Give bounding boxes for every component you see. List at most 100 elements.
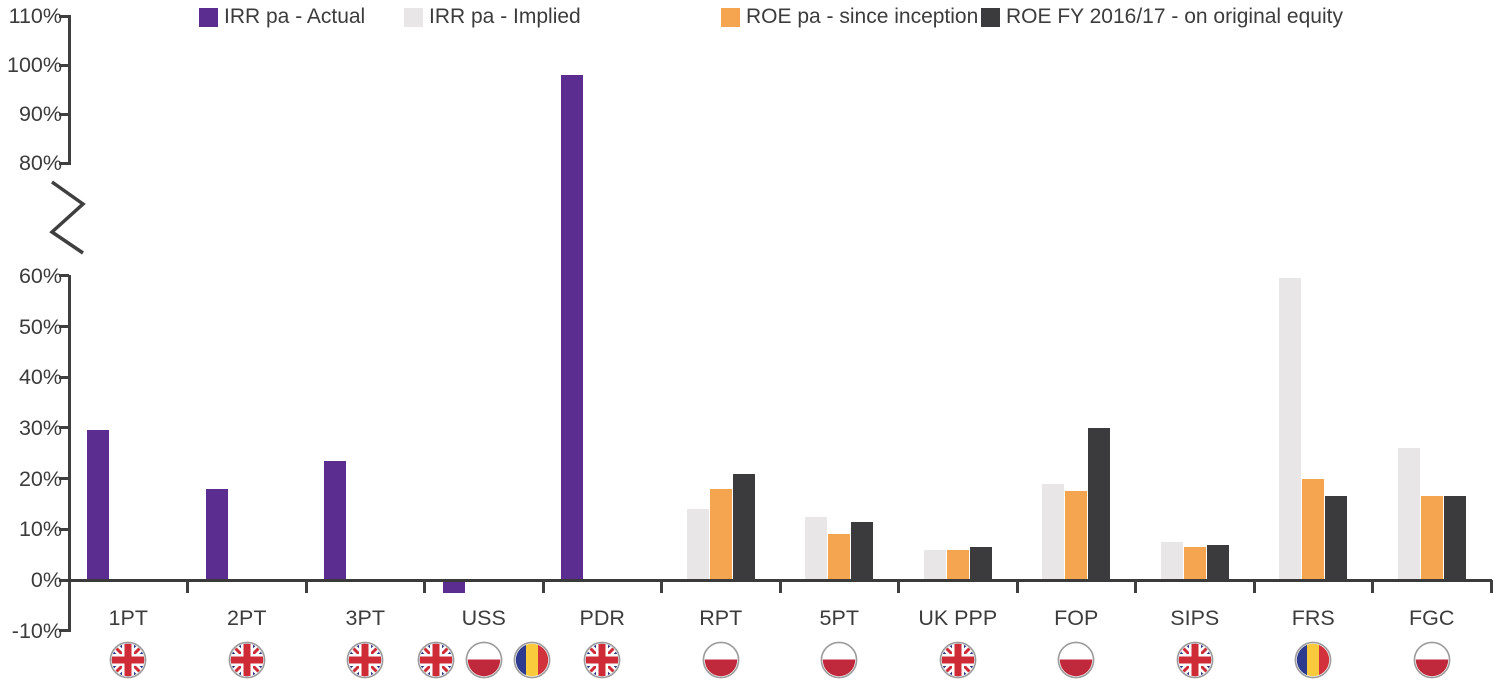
x-axis-tick xyxy=(1252,580,1256,593)
flag-pl-icon xyxy=(820,641,858,679)
bar-irr-pa-implied-sips xyxy=(1160,542,1183,580)
x-axis-category-label: USS xyxy=(461,606,506,630)
y-axis-tick xyxy=(59,274,69,278)
y-axis-tick xyxy=(59,578,69,582)
bar-irr-pa-actual-pdr xyxy=(561,74,584,580)
legend-label: ROE FY 2016/17 - on original equity xyxy=(1006,5,1343,28)
bar-irr-pa-implied-fop xyxy=(1042,483,1065,580)
x-axis-tick xyxy=(1371,580,1374,593)
y-axis-tick xyxy=(59,112,69,116)
flag-pl-icon xyxy=(1057,641,1095,679)
legend-swatch xyxy=(199,7,218,27)
x-axis-tick xyxy=(1134,580,1137,593)
x-axis-category-label: UK PPP xyxy=(918,606,998,630)
y-axis-tick-label: 20% xyxy=(18,466,62,491)
x-axis-category-label: FRS xyxy=(1291,606,1335,630)
y-axis-tick-label: 50% xyxy=(18,314,62,339)
flag-uk-icon xyxy=(109,641,147,679)
legend-label: IRR pa - Actual xyxy=(224,5,366,28)
y-axis-tick-label: 90% xyxy=(18,102,62,126)
bar-irr-pa-actual-1pt xyxy=(87,430,110,580)
y-axis-tick xyxy=(59,527,69,531)
x-axis-tick xyxy=(1015,580,1019,593)
flag-ro-icon xyxy=(1294,641,1332,679)
y-axis-tick-label: 30% xyxy=(18,415,62,440)
legend-item: ROE FY 2016/17 - on original equity xyxy=(981,4,1343,30)
y-axis-lower-segment xyxy=(68,274,71,632)
x-axis-tick xyxy=(423,580,426,593)
bar-roe-pa-since-inception-5pt xyxy=(828,534,851,580)
y-axis-tick-label: 40% xyxy=(18,365,62,390)
x-axis-category-label: SIPS xyxy=(1170,606,1220,630)
bar-irr-pa-actual-3pt xyxy=(324,460,347,580)
bar-irr-pa-implied-uk-ppp xyxy=(923,549,946,580)
y-axis-tick-label: 100% xyxy=(7,53,62,77)
flag-ro-icon xyxy=(513,641,551,679)
bar-irr-pa-actual-2pt xyxy=(205,488,228,580)
axis-break-icon xyxy=(45,175,95,260)
bar-irr-pa-implied-5pt xyxy=(805,516,828,580)
legend-swatch xyxy=(404,7,423,27)
bar-roe-fy-2016-17-on-original-equity-fop xyxy=(1088,427,1111,580)
x-axis-tick xyxy=(897,580,900,593)
y-axis-tick-label: -10% xyxy=(11,618,62,643)
x-axis-category-label: 3PT xyxy=(345,606,385,630)
y-axis-tick-label: 0% xyxy=(30,568,62,592)
legend-item: IRR pa - Implied xyxy=(404,4,581,30)
flag-uk-icon xyxy=(939,641,977,679)
x-axis-tick xyxy=(660,580,663,593)
y-axis-tick xyxy=(59,426,69,430)
bar-roe-pa-since-inception-fop xyxy=(1065,491,1088,580)
flag-pl-icon xyxy=(465,641,503,679)
bar-roe-pa-since-inception-rpt xyxy=(709,488,732,580)
x-axis-tick xyxy=(778,580,782,593)
x-axis-category-label: FGC xyxy=(1409,606,1455,630)
x-axis-category-label: FOP xyxy=(1054,606,1099,630)
x-axis-category-label: 1PT xyxy=(108,606,148,630)
bar-irr-pa-implied-rpt xyxy=(686,509,709,580)
x-axis-category-label: PDR xyxy=(579,606,625,630)
flag-uk-icon xyxy=(228,641,266,679)
legend-swatch xyxy=(981,7,1000,27)
y-axis-tick-label: 60% xyxy=(18,263,62,288)
bar-roe-pa-since-inception-sips xyxy=(1183,547,1206,580)
y-axis-tick-label: 110% xyxy=(8,4,62,28)
bar-roe-pa-since-inception-fgc xyxy=(1420,496,1443,580)
y-axis-upper-segment xyxy=(68,15,71,165)
flag-uk-icon xyxy=(346,641,384,679)
x-axis-tick xyxy=(186,580,189,593)
bar-irr-pa-actual-uss xyxy=(442,580,465,593)
bar-roe-fy-2016-17-on-original-equity-rpt xyxy=(732,473,755,580)
y-axis-tick xyxy=(59,375,69,379)
x-axis-category-label: RPT xyxy=(699,606,743,630)
bar-roe-fy-2016-17-on-original-equity-uk-ppp xyxy=(969,547,992,580)
y-axis-tick xyxy=(59,14,69,18)
y-axis-tick xyxy=(59,63,69,67)
legend-item: IRR pa - Actual xyxy=(199,4,365,30)
flag-uk-icon xyxy=(583,641,621,679)
flag-uk-icon xyxy=(1176,641,1214,679)
flag-pl-icon xyxy=(1413,641,1451,679)
flag-pl-icon xyxy=(702,641,740,679)
x-axis-tick xyxy=(304,580,308,593)
y-axis-tick-label: 10% xyxy=(18,517,62,542)
legend-item: ROE pa - since inception xyxy=(721,4,978,30)
bar-roe-pa-since-inception-frs xyxy=(1302,478,1325,580)
x-axis-tick xyxy=(541,580,545,593)
y-axis-tick xyxy=(59,325,69,328)
y-axis-tick xyxy=(59,161,69,165)
y-axis-tick xyxy=(59,629,69,633)
bar-roe-pa-since-inception-uk-ppp xyxy=(946,549,969,580)
x-axis-category-label: 2PT xyxy=(227,606,267,630)
bar-irr-pa-implied-fgc xyxy=(1397,448,1420,580)
x-axis-tick xyxy=(1489,580,1493,593)
bar-roe-fy-2016-17-on-original-equity-5pt xyxy=(851,521,874,580)
bar-irr-pa-implied-frs xyxy=(1279,278,1302,580)
legend-swatch xyxy=(721,7,740,27)
y-axis-tick xyxy=(59,477,69,481)
legend-label: IRR pa - Implied xyxy=(429,5,581,28)
y-axis-tick-label: 80% xyxy=(18,151,62,175)
bar-roe-fy-2016-17-on-original-equity-frs xyxy=(1325,496,1348,580)
x-axis-category-label: 5PT xyxy=(819,606,859,630)
